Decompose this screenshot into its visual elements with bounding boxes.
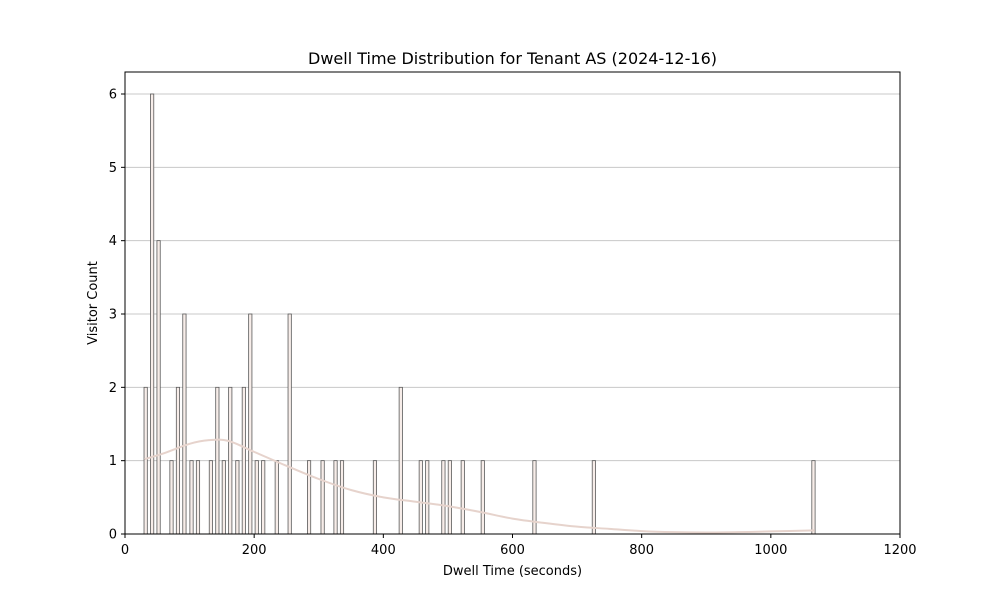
y-tick-label: 0 [109,528,117,543]
y-tick-label: 6 [109,88,117,103]
y-axis-label: Visitor Count [86,261,101,345]
x-tick-label: 800 [629,543,654,558]
histogram-bar [208,460,213,535]
histogram-bar [241,386,246,535]
histogram-bar [287,313,292,535]
histogram-bar [156,240,161,535]
histogram-bar [189,460,194,535]
x-tick-label: 600 [500,543,525,558]
histogram-bar [235,460,240,535]
histogram-bar [441,460,446,535]
histogram-bar [150,93,155,535]
histogram-bar [307,460,312,535]
histogram-bar [333,460,338,535]
x-tick-label: 0 [121,543,129,558]
histogram-bar [261,460,266,535]
histogram-bar [480,460,485,535]
y-axis-ticks: 0 1 2 3 4 5 6 [109,88,125,543]
x-axis-ticks: 0 200 400 600 800 1000 1200 [121,534,917,558]
x-tick-label: 400 [371,543,396,558]
y-tick-label: 4 [109,234,117,249]
plot-frame [124,71,901,535]
histogram-bar [274,460,279,535]
kde-curve [144,438,815,534]
histogram-bar [228,386,233,535]
histogram-bar [425,460,430,535]
histogram-bar [169,460,174,535]
histogram-bar [143,386,148,535]
grid-lines [125,93,900,462]
kde-line [144,438,815,534]
histogram-bar [447,460,452,535]
histogram-bar [591,460,596,535]
y-tick-label: 1 [109,454,117,469]
histogram-bar [532,460,537,535]
y-tick-label: 3 [109,308,117,323]
histogram-bar [221,460,226,535]
x-tick-label: 1000 [754,543,787,558]
x-tick-label: 1200 [883,543,916,558]
y-tick-label: 5 [109,161,117,176]
x-axis-label: Dwell Time (seconds) [443,564,582,579]
histogram-bar [254,460,259,535]
histogram-bar [339,460,345,535]
histogram-bar [320,460,325,535]
histogram-bar [195,460,201,535]
histogram-bar [175,386,181,535]
histogram-bar [811,460,816,535]
chart-title: Dwell Time Distribution for Tenant AS (2… [308,49,717,68]
histogram-bar [215,386,220,535]
histogram-bar [182,313,187,535]
histogram-bar [460,460,465,535]
histogram-bar [372,460,377,535]
histogram-bar [248,313,253,535]
y-tick-label: 2 [109,381,117,396]
histogram-bar [398,386,403,535]
x-tick-label: 200 [242,543,267,558]
histogram-bar [418,460,423,535]
